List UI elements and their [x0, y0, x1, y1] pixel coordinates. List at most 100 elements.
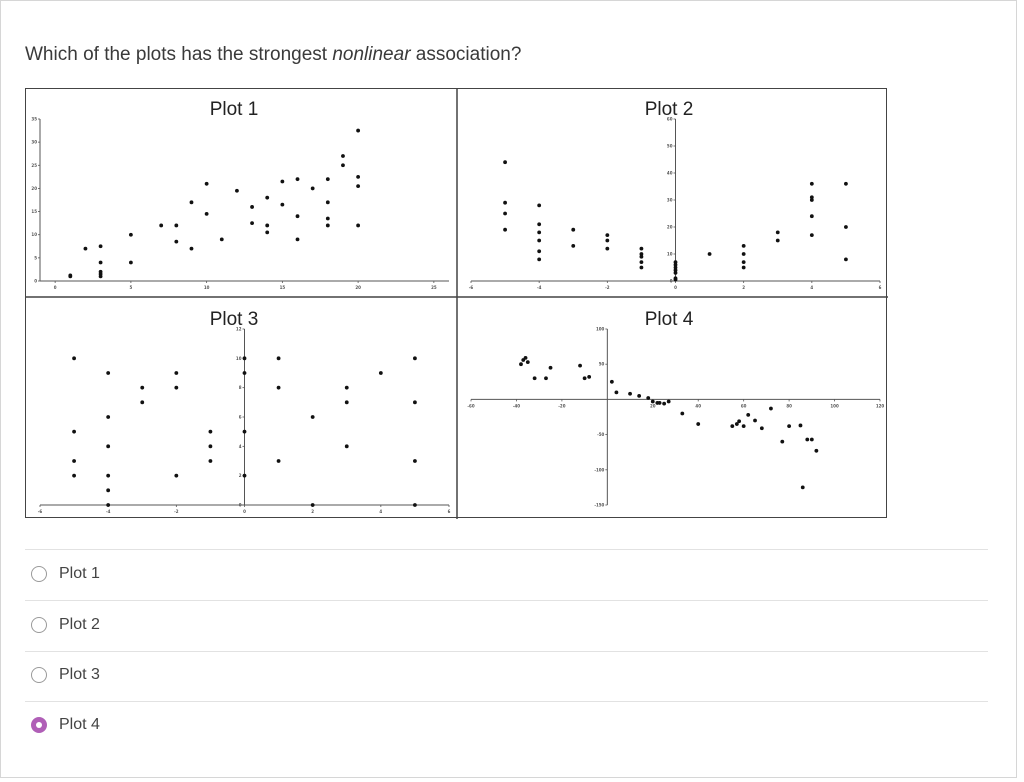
y-tick-label: 20 [667, 225, 673, 230]
data-point [413, 503, 417, 507]
data-point [805, 437, 810, 442]
option-plot-3[interactable]: Plot 3 [28, 657, 100, 693]
radio-button[interactable] [31, 617, 47, 633]
data-point [523, 355, 528, 360]
data-point [809, 198, 814, 202]
data-point [787, 424, 792, 429]
y-tick-label: 25 [31, 163, 37, 168]
question-text: Which of the plots has the strongest non… [25, 44, 521, 66]
question-suffix: association? [410, 44, 522, 65]
data-point [571, 244, 576, 248]
data-point [208, 444, 213, 449]
y-tick-label: 50 [667, 144, 673, 149]
data-point [578, 363, 582, 368]
data-point [72, 459, 76, 463]
plot-title: Plot 4 [645, 309, 694, 330]
data-point [98, 244, 103, 249]
y-tick-label: 8 [239, 385, 242, 390]
data-point [341, 163, 345, 168]
option-label: Plot 3 [59, 666, 100, 683]
data-point [356, 184, 361, 189]
y-tick-label: 35 [31, 117, 37, 122]
x-tick-label: 40 [695, 403, 701, 408]
x-tick-label: -40 [513, 403, 520, 408]
data-point [106, 444, 111, 449]
data-point [310, 415, 315, 419]
data-point [280, 179, 285, 184]
y-tick-label: 2 [239, 473, 242, 478]
y-tick-label: 12 [236, 327, 242, 332]
option-plot-1[interactable]: Plot 1 [28, 556, 100, 592]
data-point [208, 429, 213, 434]
option-divider [25, 701, 988, 702]
data-point [128, 232, 133, 237]
x-tick-label: 5 [129, 285, 132, 290]
data-point [295, 237, 300, 242]
data-point [657, 401, 662, 405]
data-point [159, 223, 164, 228]
data-point [106, 473, 111, 478]
data-point [106, 415, 111, 419]
data-point [680, 411, 685, 416]
plot-title: Plot 2 [645, 99, 694, 120]
y-tick-label: 60 [667, 117, 673, 122]
data-point [68, 273, 73, 278]
plot-3: Plot 3 -6 -4 -2 0 2 4 6 0 2 4 6 8 10 12 [38, 309, 451, 514]
data-point [673, 271, 678, 275]
data-point [800, 485, 805, 490]
data-point [295, 214, 300, 219]
x-tick-label: 6 [879, 285, 882, 290]
y-tick-label: 10 [667, 252, 673, 257]
data-point [235, 188, 239, 193]
data-point [503, 211, 507, 216]
data-point [537, 203, 542, 208]
radio-button[interactable] [31, 566, 47, 582]
x-tick-label: 15 [280, 285, 286, 290]
data-point [775, 230, 780, 235]
data-point [571, 227, 576, 232]
data-point [503, 160, 507, 165]
data-point [741, 265, 746, 270]
data-point [174, 371, 179, 375]
data-point [609, 379, 614, 384]
plot-4: Plot 4 -60 -40 -20 20 40 60 80 100 120 100 50 -50 -10… [467, 309, 884, 508]
data-point [310, 186, 315, 191]
data-point [140, 385, 145, 390]
data-point [174, 223, 179, 228]
x-tick-label: -4 [106, 509, 111, 514]
radio-button[interactable] [31, 667, 47, 683]
data-point [639, 254, 644, 259]
data-point [265, 223, 270, 228]
data-point [639, 265, 644, 270]
option-plot-2[interactable]: Plot 2 [28, 607, 100, 643]
x-tick-label: 0 [54, 285, 57, 290]
data-point [673, 260, 678, 264]
data-point [413, 400, 417, 405]
data-point [628, 391, 632, 396]
data-point [537, 238, 542, 243]
option-plot-4[interactable]: Plot 4 [28, 707, 100, 743]
data-point [734, 422, 739, 426]
data-point [174, 385, 179, 390]
data-point [204, 211, 209, 216]
data-point [341, 154, 345, 158]
data-point [519, 362, 523, 367]
y-tick-label: 0 [34, 279, 37, 284]
data-point [844, 257, 848, 262]
data-point [72, 473, 76, 478]
x-tick-label: 2 [311, 509, 314, 514]
data-point [746, 412, 751, 417]
data-point [741, 244, 746, 248]
data-point [780, 439, 785, 444]
x-tick-label: 60 [741, 403, 747, 408]
data-point [844, 225, 848, 229]
radio-button[interactable] [31, 717, 47, 733]
x-tick-label: 100 [830, 403, 839, 408]
scatter-plots-figure: Plot 1 0 5 10 15 20 25 0 5 10 15 20 25 30 35 Plot 2 -6 -4… [25, 88, 888, 519]
data-point [639, 252, 644, 256]
data-point [344, 444, 349, 449]
data-point [809, 214, 814, 219]
data-point [537, 257, 542, 262]
